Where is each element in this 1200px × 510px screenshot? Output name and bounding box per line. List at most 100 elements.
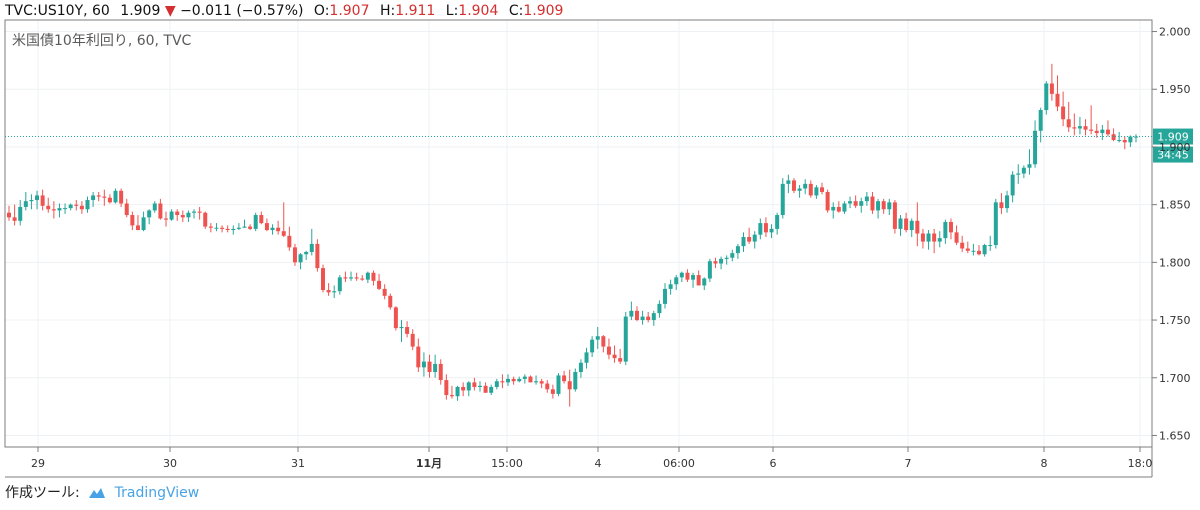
candle-body xyxy=(242,226,247,228)
candle xyxy=(876,198,881,219)
candle xyxy=(1049,63,1054,101)
candle xyxy=(12,204,17,226)
candle-body xyxy=(904,218,909,231)
candle-body xyxy=(264,223,269,231)
created-with-label: 作成ツール: xyxy=(5,485,80,501)
candle-body xyxy=(35,195,40,201)
candle-body xyxy=(79,205,84,210)
candle xyxy=(511,376,516,385)
candle-body xyxy=(40,195,45,206)
candle-body xyxy=(354,277,359,279)
candle xyxy=(57,203,62,218)
candle xyxy=(298,253,303,270)
candle xyxy=(304,250,309,261)
candle xyxy=(685,269,690,282)
candle-body xyxy=(679,272,684,278)
candle xyxy=(550,384,555,399)
open-value: 1.907 xyxy=(329,3,370,19)
candle-body xyxy=(135,225,140,231)
candle xyxy=(1072,113,1077,136)
candle xyxy=(640,310,645,325)
candle-body xyxy=(320,268,325,291)
candle-body xyxy=(197,211,202,213)
candle xyxy=(791,178,796,194)
x-tick-label: 30 xyxy=(163,457,177,470)
candle xyxy=(623,311,628,366)
candle-body xyxy=(477,385,482,387)
candle xyxy=(887,198,892,216)
low-value: 1.904 xyxy=(458,3,499,19)
footer: 作成ツール: TradingView xyxy=(5,484,199,502)
candle xyxy=(1027,149,1032,175)
candle-body xyxy=(534,381,539,383)
candle xyxy=(163,211,168,227)
candle-body xyxy=(960,242,965,249)
candle-body xyxy=(96,195,101,197)
close-label: C: xyxy=(508,3,524,19)
candle-body xyxy=(657,303,662,314)
x-tick-label: 31 xyxy=(291,457,305,470)
current-price-label: 1.909 xyxy=(1157,131,1189,144)
candle-body xyxy=(943,221,948,239)
y-tick-label: 1.850 xyxy=(1159,199,1191,212)
candle xyxy=(1016,164,1021,184)
candle-body xyxy=(876,201,881,211)
candle-body xyxy=(517,378,522,382)
candle xyxy=(562,370,567,384)
candle xyxy=(46,197,51,213)
candle-body xyxy=(1055,93,1060,107)
candle xyxy=(315,239,320,272)
candle xyxy=(713,257,718,269)
candle-body xyxy=(1038,110,1043,131)
candle xyxy=(214,223,219,232)
candle xyxy=(696,270,701,286)
candle xyxy=(870,191,875,214)
candle xyxy=(780,178,785,219)
candle xyxy=(584,347,589,369)
high-value: 1.911 xyxy=(395,3,436,19)
candle xyxy=(892,200,897,234)
candle xyxy=(679,271,684,282)
candle-body xyxy=(791,180,796,191)
candle xyxy=(225,225,230,233)
candle-body xyxy=(248,226,253,229)
candle-body xyxy=(892,202,897,229)
candlestick-chart[interactable]: 1.909 34:45 米国債10年利回り, 60, TVC 2.000 1.950… xyxy=(0,0,1200,480)
candle-body xyxy=(786,180,791,184)
candle-body xyxy=(887,202,892,210)
candle-body xyxy=(46,205,51,210)
candle-body xyxy=(769,228,774,233)
candle xyxy=(825,189,830,213)
candle-body xyxy=(326,290,331,293)
candle xyxy=(534,375,539,385)
candle xyxy=(85,196,90,213)
chart-grid xyxy=(5,20,1152,447)
candle-body xyxy=(1105,129,1110,135)
candle xyxy=(993,198,998,249)
candle xyxy=(691,272,696,288)
y-tick-label: 2.000 xyxy=(1159,26,1191,39)
candle-body xyxy=(130,215,135,226)
candle-body xyxy=(124,203,129,216)
candle xyxy=(820,182,825,195)
high-label: H: xyxy=(379,3,396,19)
candle-body xyxy=(898,218,903,229)
candle-body xyxy=(719,258,724,264)
tradingview-link[interactable]: TradingView xyxy=(114,485,200,501)
candle xyxy=(23,191,28,211)
x-tick-label: 29 xyxy=(31,457,45,470)
candle xyxy=(466,381,471,397)
candle-body xyxy=(1117,140,1122,142)
candle-body xyxy=(988,245,993,247)
candle xyxy=(926,230,931,250)
candle-body xyxy=(999,202,1004,209)
candle xyxy=(730,249,735,262)
candle xyxy=(365,271,370,284)
candle xyxy=(489,384,494,396)
candle-body xyxy=(500,381,505,383)
candle xyxy=(360,275,365,281)
candle-body xyxy=(1049,83,1054,94)
candle xyxy=(595,326,600,349)
candle xyxy=(1021,165,1026,179)
tradingview-logo-icon xyxy=(89,488,106,498)
